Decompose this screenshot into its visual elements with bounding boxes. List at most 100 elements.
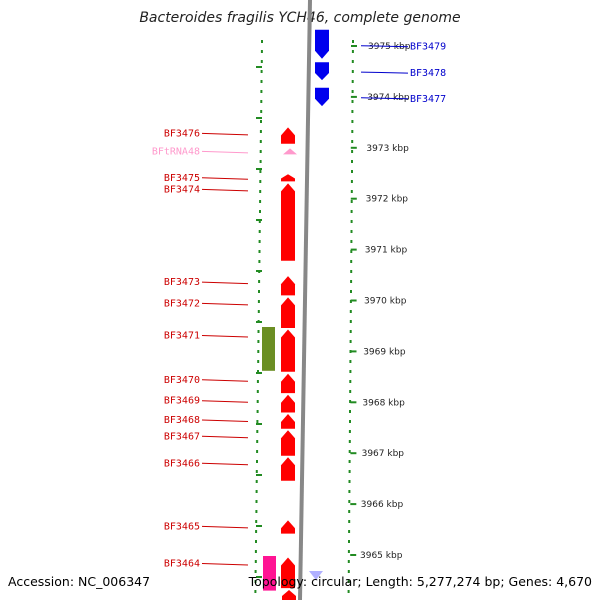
gene-leader-line	[201, 177, 249, 180]
gene-arrow-reverse[interactable]	[315, 87, 329, 107]
ruler-dot-left	[254, 550, 257, 553]
gene-arrow-forward[interactable]	[281, 183, 295, 261]
ruler-dot-right	[352, 40, 354, 43]
ruler-dot-right	[349, 400, 352, 403]
gene-arrow-forward[interactable]	[281, 557, 295, 589]
ruler-tick-left	[256, 117, 262, 119]
ruler-dot-right	[351, 50, 354, 53]
gene-arrow-forward[interactable]	[281, 457, 295, 481]
ruler-dot-left	[256, 390, 259, 393]
ruler-tick-left	[256, 525, 262, 527]
ruler-dot-right	[349, 320, 352, 323]
ruler-dot-right	[347, 560, 350, 563]
gene-arrow-forward[interactable]	[281, 394, 295, 413]
gene-label-right[interactable]: BF3478	[410, 68, 446, 79]
ruler-dot-right	[350, 210, 353, 213]
topology-text: Topology: circular; Length: 5,277,274 bp…	[248, 574, 592, 589]
kbp-label: 3967 kbp	[362, 449, 405, 459]
gene-arrow-forward[interactable]	[281, 329, 295, 372]
ruler-dot-left	[258, 240, 261, 243]
ruler-tick-left	[256, 168, 262, 170]
gene-leader-line	[201, 281, 249, 285]
ruler-dot-right	[351, 160, 353, 163]
ruler-dot-right	[350, 180, 353, 183]
gene-leader-line	[360, 97, 409, 100]
ruler-dot-left	[255, 470, 258, 473]
ruler-dot-right	[351, 80, 354, 83]
gene-label-left[interactable]: BF3466	[164, 458, 200, 469]
ruler-dot-left	[255, 530, 258, 533]
kbp-tick	[350, 299, 357, 302]
ruler-dot-left	[260, 80, 263, 83]
gene-label-left[interactable]: BF3464	[164, 559, 200, 570]
ruler-dot-right	[348, 450, 351, 453]
ruler-dot-left	[259, 190, 262, 193]
gene-label-right[interactable]: BF3479	[410, 42, 446, 53]
ruler-dot-right	[350, 200, 353, 203]
gene-arrow-forward[interactable]	[281, 127, 295, 144]
ruler-dot-left	[256, 380, 259, 383]
ruler-dot-left	[255, 480, 258, 483]
gene-label-left[interactable]: BF3473	[164, 277, 200, 288]
gene-arrow-forward[interactable]	[282, 590, 296, 600]
ruler-dot-left	[254, 580, 257, 583]
ruler-dot-right	[348, 530, 351, 533]
ruler-dot-right	[347, 590, 350, 593]
accession-text: Accession: NC_006347	[8, 574, 150, 589]
gene-label-left[interactable]: BF3468	[164, 415, 200, 426]
ruler-dot-right	[347, 570, 350, 573]
ruler-dot-right	[348, 490, 351, 493]
gene-arrow-reverse[interactable]	[315, 62, 329, 81]
gene-arrow-forward[interactable]	[281, 520, 295, 534]
gene-label-left[interactable]: BF3475	[164, 173, 200, 184]
gene-label-left[interactable]: BF3469	[164, 396, 200, 407]
gene-arrow-reverse[interactable]	[315, 29, 329, 59]
trna-marker[interactable]	[283, 148, 297, 155]
ruler-dot-right	[349, 390, 352, 393]
ruler-dot-right	[351, 90, 354, 93]
gene-label-left[interactable]: BF3470	[164, 375, 200, 386]
gene-label-right[interactable]: BF3477	[410, 94, 446, 105]
gene-arrow-forward[interactable]	[281, 373, 295, 394]
gene-leader-line	[201, 419, 249, 422]
ruler-dot-right	[349, 370, 352, 373]
ruler-dot-right	[350, 270, 353, 273]
ruler-dot-left	[260, 90, 263, 93]
kbp-tick	[351, 45, 357, 47]
gene-label-left[interactable]: BF3471	[164, 331, 200, 342]
gene-arrow-forward[interactable]	[281, 276, 295, 296]
gene-leader-line	[201, 150, 249, 154]
gene-label-left[interactable]: BF3472	[164, 298, 200, 309]
gene-label-left[interactable]: BFtRNA48	[152, 146, 200, 157]
ruler-dot-right	[351, 150, 354, 153]
magenta-feature[interactable]	[263, 556, 276, 591]
gene-label-left[interactable]: BF3465	[164, 521, 200, 532]
ruler-dot-left	[259, 170, 262, 173]
kbp-label: 3975 kbp	[368, 42, 411, 52]
feature-track	[262, 29, 329, 600]
kbp-label: 3972 kbp	[366, 195, 409, 205]
ruler-dot-left	[257, 370, 259, 373]
gene-arrow-forward[interactable]	[281, 174, 295, 182]
ruler-dot-left	[256, 410, 259, 413]
ruler-dot-right	[350, 250, 353, 253]
kbp-tick	[350, 350, 357, 353]
ruler-dot-left	[256, 440, 259, 443]
gene-arrow-reverse-partial[interactable]	[309, 571, 323, 580]
green-feature[interactable]	[262, 327, 275, 371]
ruler-dot-right	[348, 500, 351, 503]
gene-arrow-forward[interactable]	[281, 430, 295, 456]
kbp-tick	[350, 95, 357, 98]
ruler-dot-left	[258, 250, 261, 253]
ruler-dot-right	[347, 550, 350, 553]
gene-label-left[interactable]: BF3474	[164, 184, 200, 195]
ruler-dot-left	[258, 290, 260, 293]
ruler-dot-left	[259, 180, 262, 183]
gene-label-left[interactable]: BF3467	[164, 431, 200, 442]
gene-label-left[interactable]: BF3476	[164, 128, 200, 139]
ruler-dot-left	[259, 150, 262, 153]
ruler-dot-left	[259, 200, 262, 203]
gene-arrow-forward[interactable]	[281, 297, 295, 328]
ruler-dot-right	[348, 540, 350, 543]
gene-arrow-forward[interactable]	[281, 414, 295, 429]
